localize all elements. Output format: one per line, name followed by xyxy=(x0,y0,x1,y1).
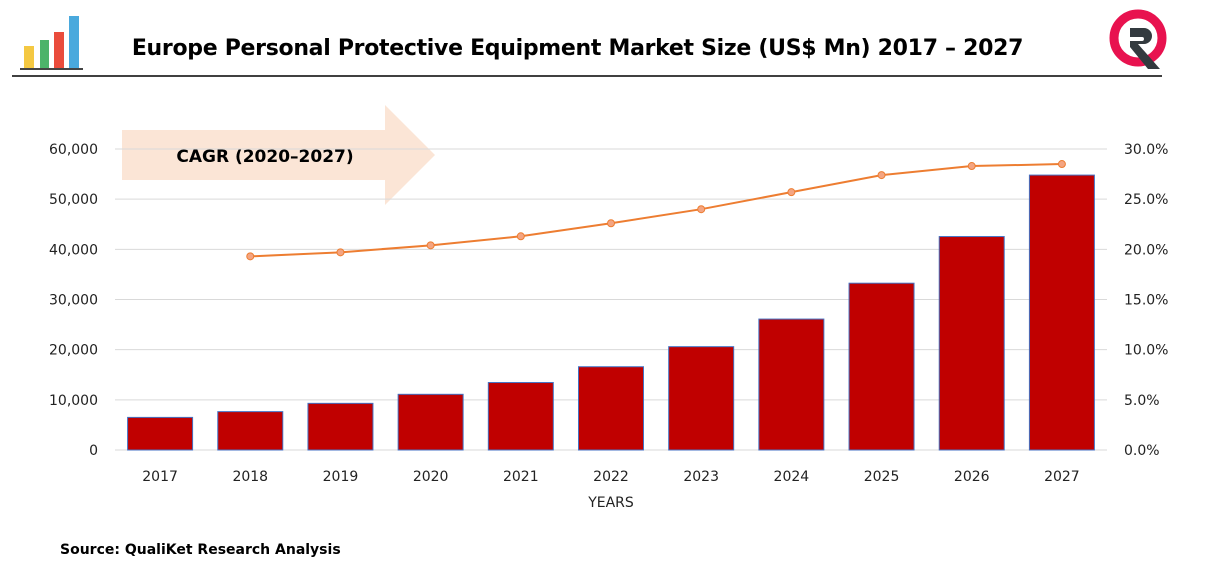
x-tick-label: 2023 xyxy=(683,469,719,485)
x-tick-label: 2022 xyxy=(593,469,629,485)
x-tick-label: 2020 xyxy=(413,469,449,485)
bar-2027 xyxy=(1028,174,1095,451)
x-tick-label: 2027 xyxy=(1044,469,1080,485)
x-axis-label: YEARS xyxy=(587,495,634,511)
chart-title: Europe Personal Protective Equipment Mar… xyxy=(131,36,1024,61)
x-tick-label: 2024 xyxy=(774,469,810,485)
cagr-point xyxy=(1057,160,1066,169)
source-note: Source: QualiKet Research Analysis xyxy=(60,542,341,558)
y-tick-label: 30,000 xyxy=(49,293,98,309)
bar-2025 xyxy=(848,282,915,451)
x-tick-label: 2026 xyxy=(954,469,990,485)
bar-2021 xyxy=(487,382,554,451)
x-tick-label: 2025 xyxy=(864,469,900,485)
cagr-point xyxy=(336,248,345,257)
x-tick-label: 2021 xyxy=(503,469,539,485)
cagr-point xyxy=(967,162,976,171)
cagr-arrow: CAGR (2020–2027) xyxy=(122,105,435,205)
x-tick-label: 2018 xyxy=(232,469,268,485)
bar-2020 xyxy=(397,393,464,451)
y-tick-label: 60,000 xyxy=(49,142,98,158)
y-tick-label: 40,000 xyxy=(49,242,98,258)
qualiket-logo xyxy=(1109,9,1167,69)
cagr-line xyxy=(250,163,1062,258)
y2-tick-label: 30.0% xyxy=(1124,142,1168,158)
cagr-point xyxy=(426,241,435,250)
bar-2026 xyxy=(938,236,1005,451)
y2-tick-label: 0.0% xyxy=(1124,443,1160,459)
y2-tick-label: 20.0% xyxy=(1124,242,1168,258)
cagr-point xyxy=(246,252,255,261)
bar-2019 xyxy=(307,402,374,451)
x-tick-label: 2019 xyxy=(323,469,359,485)
cagr-point xyxy=(697,205,706,214)
bar-2024 xyxy=(758,318,825,451)
bar-chart-icon xyxy=(20,16,83,70)
y-tick-label: 20,000 xyxy=(49,343,98,359)
y-tick-label: 0 xyxy=(89,443,98,459)
cagr-label: CAGR (2020–2027) xyxy=(176,147,353,167)
cagr-point xyxy=(877,171,886,180)
y2-tick-label: 10.0% xyxy=(1124,343,1168,359)
y-tick-label: 50,000 xyxy=(49,192,98,208)
y2-tick-label: 5.0% xyxy=(1124,393,1160,409)
cagr-point xyxy=(607,219,615,228)
bar-2018 xyxy=(217,411,284,451)
cagr-point xyxy=(787,188,796,197)
bar-2022 xyxy=(578,366,644,451)
x-tick-label: 2017 xyxy=(142,469,178,485)
bar-2023 xyxy=(668,346,735,451)
y-tick-label: 10,000 xyxy=(49,393,98,409)
y2-tick-label: 15.0% xyxy=(1124,293,1168,309)
y2-tick-label: 25.0% xyxy=(1124,192,1168,208)
cagr-point xyxy=(516,232,525,241)
bar-2017 xyxy=(127,416,194,451)
